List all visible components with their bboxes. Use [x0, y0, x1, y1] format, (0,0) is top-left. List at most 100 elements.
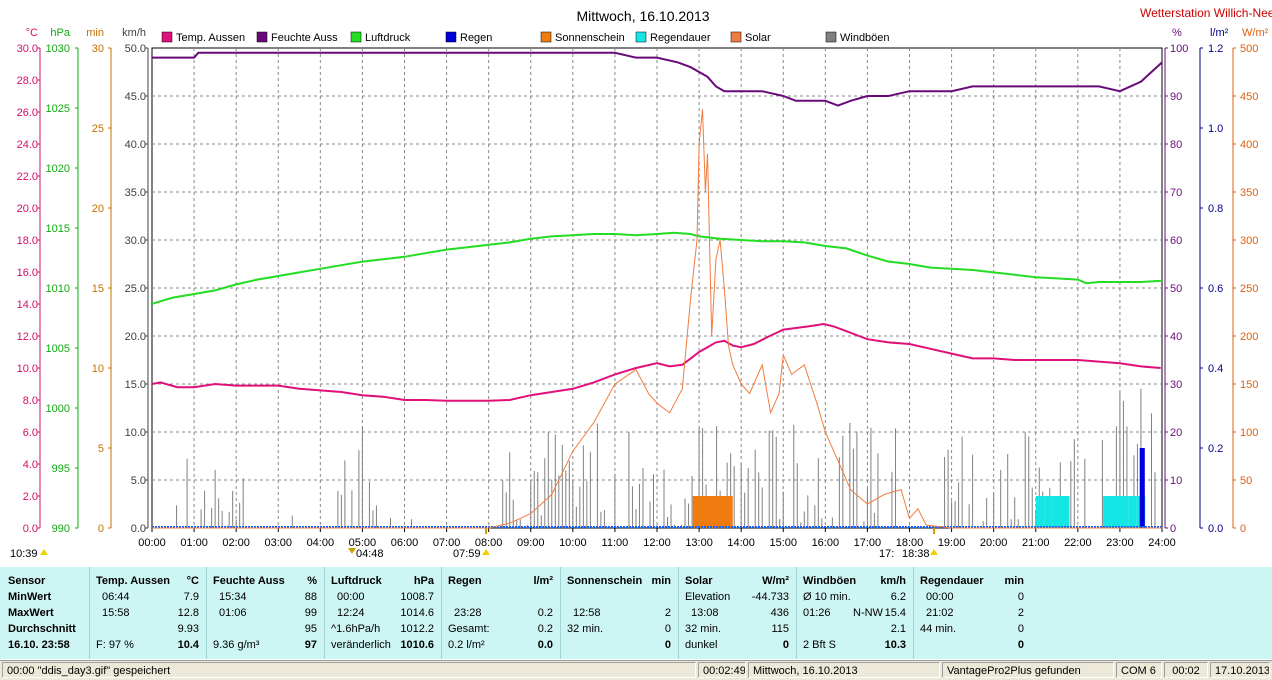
x-tick-label: 20:00	[980, 537, 1008, 549]
left-axis-tick-label: 1015	[46, 223, 70, 235]
stats-sun-max-value: 2	[664, 607, 671, 619]
bar-sonnenschein	[699, 496, 708, 528]
right-axis-tick-label: 10	[1170, 475, 1182, 487]
stats-rain-avg-label: Gesamt:	[448, 623, 490, 635]
stats-sun-header: Sonnenschein	[567, 575, 643, 587]
stats-raindur-max-value: 2	[1017, 607, 1024, 619]
right-axis-tick-label: 0	[1240, 523, 1246, 535]
left-axis-tick-label: 10	[92, 363, 104, 375]
moonset-label: 17:	[879, 548, 894, 560]
sunset-icon	[930, 549, 938, 555]
stats-rain-max-time: 23:28	[454, 607, 482, 619]
stats-raindur-header: Regendauer	[920, 575, 984, 587]
left-axis-tick-label: 30.0	[125, 235, 146, 247]
stats-col-wind: Windböen km/h Ø 10 min. 6.2 01:26 N-NW 15.4 …	[796, 567, 914, 659]
left-axis-tick-label: 24.0	[17, 139, 38, 151]
left-axis-tick-label: 35.0	[125, 187, 146, 199]
stats-rain-header: Regen	[448, 575, 482, 587]
x-tick-label: 17:00	[854, 537, 882, 549]
left-axis-tick-label: 0.0	[131, 523, 146, 535]
legend-label: Regendauer	[650, 32, 711, 44]
right-axis-tick-label: 500	[1240, 43, 1258, 55]
stats-temp-min-value: 7.9	[183, 591, 199, 603]
status-today: 17.10.2013	[1210, 662, 1270, 678]
left-axis-unit: km/h	[122, 27, 146, 39]
stats-press-min-value: 1008.7	[400, 591, 434, 603]
stats-col-raindur: Regendauer min 00:00 0 21:02 2 44 min. 0 0	[913, 567, 1032, 659]
legend-swatch	[825, 31, 837, 43]
x-tick-label: 01:00	[180, 537, 208, 549]
bar-regendauer	[1119, 496, 1129, 528]
stats-press-avg-label: ^1.6hPa/h	[331, 623, 381, 635]
left-axis-tick-label: 30.0	[17, 43, 38, 55]
right-axis-tick-label: 0.2	[1208, 443, 1223, 455]
stats-press-unit: hPa	[413, 575, 434, 587]
left-axis-tick-label: 10.0	[125, 427, 146, 439]
legend-swatch	[635, 31, 647, 43]
x-tick-label: 06:00	[391, 537, 419, 549]
stats-press-header: Luftdruck	[331, 575, 382, 587]
stats-raindur-max-time: 21:02	[926, 607, 954, 619]
moonrise-icon	[348, 548, 356, 554]
status-port: COM 6	[1116, 662, 1162, 678]
legend-label: Feuchte Auss	[271, 32, 338, 44]
left-axis-tick-label: 25.0	[125, 283, 146, 295]
left-axis-tick-label: 1010	[46, 283, 70, 295]
statistics-table: Sensor MinWert MaxWert Durchschnitt 16.1…	[0, 567, 1272, 659]
left-axis-tick-label: 50.0	[125, 43, 146, 55]
stats-sun-unit: min	[651, 575, 671, 587]
left-axis-tick-label: 4.0	[23, 459, 38, 471]
stats-sun-now-value: 0	[664, 639, 671, 651]
stats-raindur-now-value: 0	[1017, 639, 1024, 651]
bar-regen	[1139, 448, 1143, 528]
stats-hum-min-value: 88	[304, 591, 317, 603]
right-axis-tick-label: 20	[1170, 427, 1182, 439]
legend-label: Sonnenschein	[555, 32, 625, 44]
left-axis-tick-label: 10.0	[17, 363, 38, 375]
x-tick-label: 09:00	[517, 537, 545, 549]
stats-rain-unit: l/m²	[533, 575, 553, 587]
stats-wind-avg-value: 2.1	[890, 623, 906, 635]
stats-hum-now-label: 9.36 g/m³	[213, 639, 260, 651]
stats-temp-avg-value: 9.93	[177, 623, 199, 635]
left-axis-tick-label: 16.0	[17, 267, 38, 279]
stats-col-humidity: Feuchte Auss% 15:34 88 01:06 99 95 9.36 g/…	[206, 567, 325, 659]
bar-sonnenschein	[705, 496, 714, 528]
stats-raindur-unit: min	[1004, 575, 1024, 587]
right-axis-unit: %	[1172, 27, 1182, 39]
stats-col-sunshine: Sonnenschein min 12:58 2 32 min. 0 0	[560, 567, 679, 659]
x-tick-label: 03:00	[264, 537, 292, 549]
weather-chart: 00:00 01:00 02:00 03:00 04:00 05:00 06:00 07:00…	[10, 6, 1272, 560]
right-axis-tick-label: 40	[1170, 331, 1182, 343]
stats-temp-min-time: 06:44	[102, 591, 130, 603]
x-tick-label: 19:00	[938, 537, 966, 549]
right-axis-tick-label: 1.0	[1208, 123, 1223, 135]
left-axis-tick-label: 28.0	[17, 75, 38, 87]
stats-temp-max-value: 12.8	[177, 607, 199, 619]
moonrise-label: 04:48	[356, 548, 384, 560]
bar-regendauer	[1111, 496, 1120, 528]
sunset-label: 18:38	[902, 548, 930, 560]
left-axis-tick-label: 45.0	[125, 91, 146, 103]
stats-durchschnitt-label: Durchschnitt	[8, 623, 76, 635]
left-axis-tick-label: 8.0	[23, 395, 38, 407]
x-tick-label: 14:00	[727, 537, 755, 549]
x-tick-label: 11:00	[602, 537, 629, 549]
stats-solar-min-label: Elevation	[685, 591, 731, 603]
stats-col-pressure: Luftdruck hPa 00:00 1008.7 12:24 1014.6 ^1.…	[324, 567, 442, 659]
right-axis-tick-label: 100	[1170, 43, 1188, 55]
status-elapsed-time: 00:02:49	[698, 662, 746, 678]
left-axis-tick-label: 2.0	[23, 491, 38, 503]
stats-solar-now-value: 0	[782, 639, 789, 651]
stats-hum-now-value: 97	[304, 639, 317, 651]
bar-regendauer	[1052, 496, 1061, 528]
legend-swatch	[350, 31, 362, 43]
stats-wind-max-dir: N-NW	[853, 607, 883, 619]
stats-wind-unit: km/h	[880, 575, 906, 587]
bar-regendauer	[1044, 496, 1053, 528]
stats-press-now-label: veränderlich	[331, 639, 391, 651]
right-axis-tick-label: 90	[1170, 91, 1182, 103]
x-tick-label: 07:00	[433, 537, 461, 549]
stats-wind-now-value: 10.3	[884, 639, 906, 651]
legend-swatch	[540, 31, 552, 43]
